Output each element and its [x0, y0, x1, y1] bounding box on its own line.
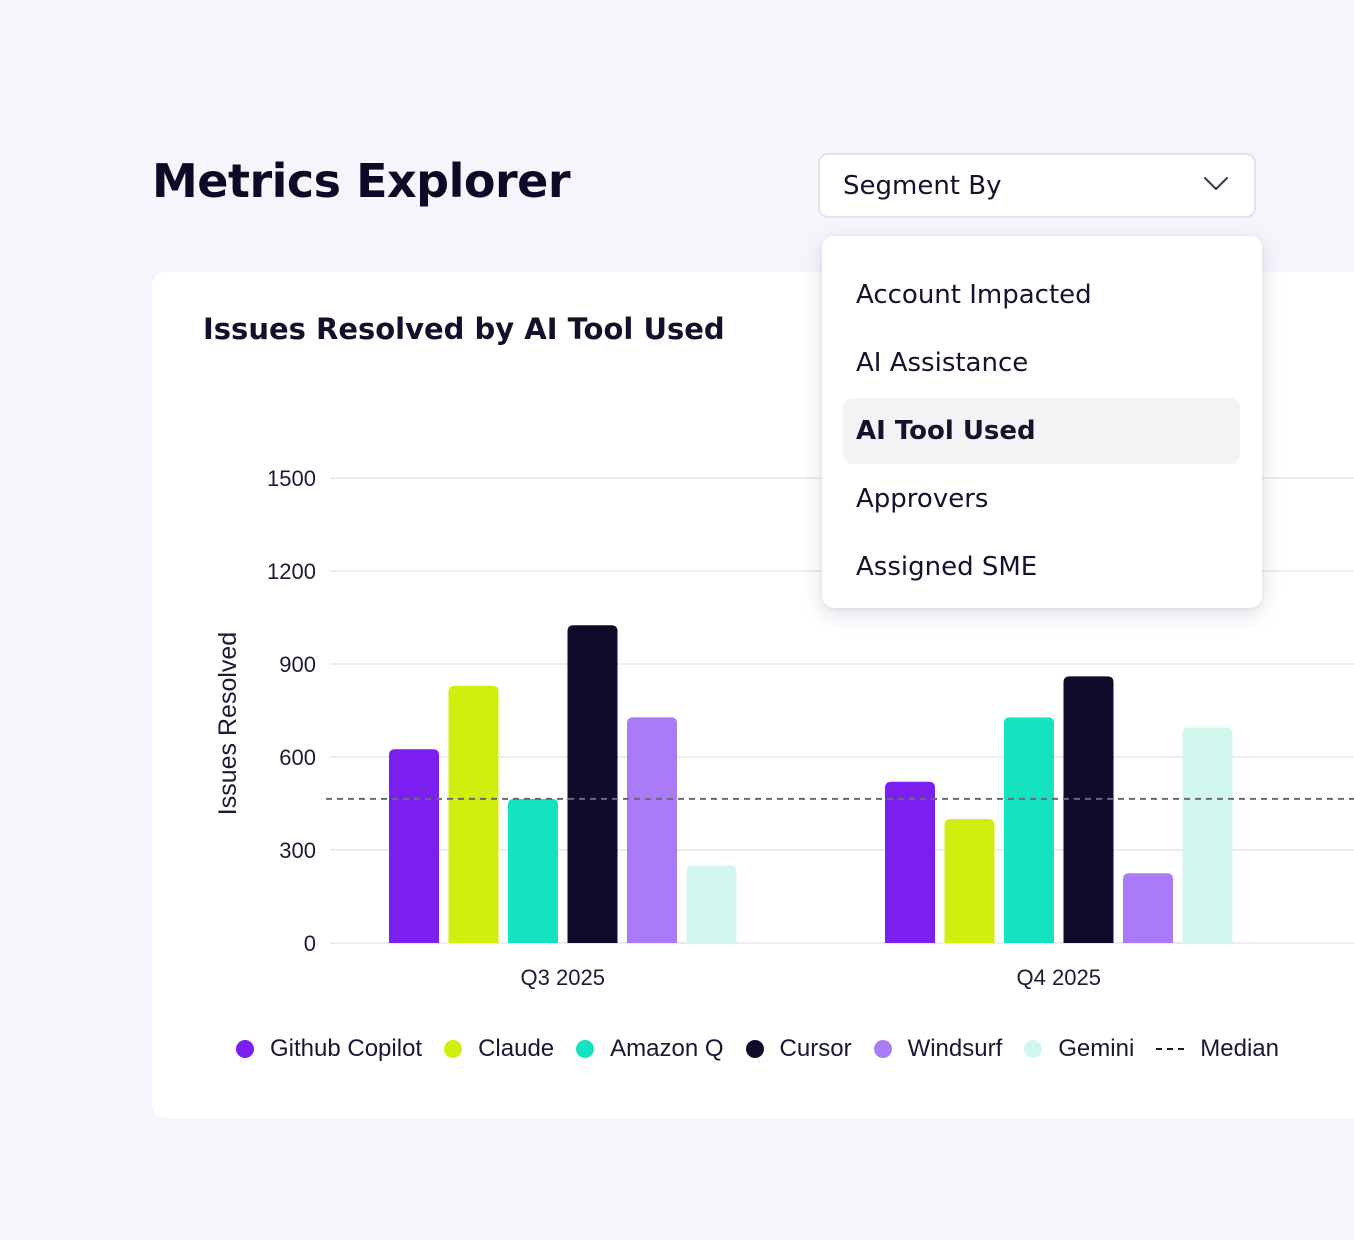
y-tick-label: 0: [304, 931, 316, 956]
chart-legend: Github Copilot Claude Amazon Q Cursor Wi…: [236, 1032, 1301, 1066]
legend-swatch: [745, 1040, 764, 1058]
x-tick-label: Q3 2025: [521, 965, 605, 990]
legend-item-claude: Claude: [444, 1035, 554, 1063]
y-axis-label: Issues Resolved: [214, 632, 242, 815]
bar-github-copilot-q3-2025: [389, 749, 439, 943]
bar-windsurf-q3-2025: [627, 717, 677, 943]
legend-label: Github Copilot: [270, 1035, 423, 1062]
legend-swatch: [873, 1040, 892, 1058]
menu-item-ai-tool-used[interactable]: AI Tool Used: [843, 398, 1240, 464]
legend-label: Amazon Q: [610, 1035, 724, 1062]
legend-item-windsurf: Windsurf: [873, 1035, 1003, 1063]
chevron-down-icon: [1204, 177, 1228, 190]
bar-windsurf-q4-2025: [1123, 873, 1173, 943]
legend-label: Windsurf: [907, 1035, 1003, 1062]
y-tick-label: 600: [279, 745, 316, 770]
y-tick-label: 1500: [267, 466, 316, 491]
legend-swatch: [236, 1040, 254, 1058]
legend-label: Gemini: [1058, 1035, 1135, 1062]
bar-github-copilot-q4-2025: [885, 781, 935, 943]
legend-item-median: Median: [1156, 1035, 1279, 1063]
bar-amazon-q-q4-2025: [1004, 717, 1054, 943]
legend-item-amazon-q: Amazon Q: [576, 1035, 724, 1063]
bar-amazon-q-q3-2025: [508, 798, 558, 943]
legend-item-cursor: Cursor: [745, 1035, 852, 1063]
bar-claude-q4-2025: [944, 819, 995, 943]
bar-cursor-q3-2025: [567, 625, 618, 943]
legend-label: Cursor: [779, 1035, 852, 1062]
legend-swatch: [444, 1040, 463, 1058]
segment-by-menu: Account Impacted AI Assistance AI Tool U…: [822, 236, 1262, 608]
bar-cursor-q4-2025: [1063, 676, 1114, 943]
bar-claude-q3-2025: [448, 685, 499, 943]
menu-item-approvers[interactable]: Approvers: [856, 484, 989, 514]
legend-label: Median: [1200, 1035, 1279, 1062]
chart-title: Issues Resolved by AI Tool Used: [203, 312, 725, 346]
legend-label: Claude: [478, 1035, 555, 1062]
y-tick-label: 1200: [267, 559, 316, 584]
y-tick-label: 900: [279, 652, 316, 677]
menu-item-account-impacted[interactable]: Account Impacted: [856, 280, 1092, 310]
bar-gemini-q4-2025: [1182, 727, 1233, 943]
x-tick-label: Q4 2025: [1017, 965, 1101, 990]
legend-swatch: [1024, 1040, 1043, 1058]
bar-gemini-q3-2025: [686, 865, 737, 943]
page-title: Metrics Explorer: [152, 154, 571, 208]
menu-item-assigned-sme[interactable]: Assigned SME: [856, 552, 1038, 582]
segment-by-label: Segment By: [843, 171, 1002, 201]
legend-swatch: [576, 1040, 595, 1058]
legend-item-gemini: Gemini: [1024, 1035, 1134, 1063]
legend-item-github-copilot: Github Copilot: [236, 1035, 422, 1063]
segment-by-dropdown[interactable]: Segment By: [818, 153, 1256, 218]
y-tick-label: 300: [279, 838, 316, 863]
legend-dash-swatch: [1156, 1048, 1185, 1050]
menu-item-ai-assistance[interactable]: AI Assistance: [856, 348, 1029, 378]
